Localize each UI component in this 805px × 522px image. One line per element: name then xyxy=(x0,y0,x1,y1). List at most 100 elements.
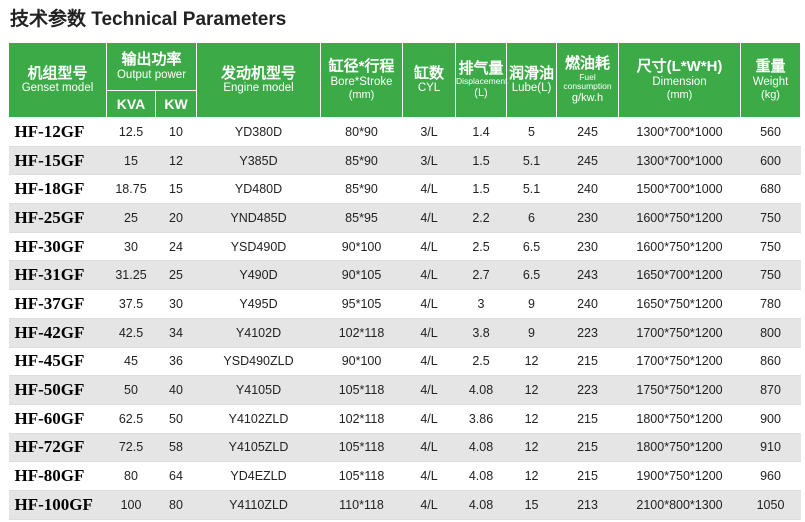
table-cell: 15 xyxy=(155,174,197,205)
table-cell: 4/L xyxy=(402,433,456,463)
table-cell: 85*95 xyxy=(320,203,403,233)
table-cell: 30 xyxy=(106,232,156,262)
table-cell: 1300*700*1000 xyxy=(618,146,741,176)
genset-model: HF-80GF xyxy=(8,461,107,491)
table-cell: 3.86 xyxy=(455,404,507,434)
header-zh: 输出功率 xyxy=(121,51,182,69)
table-cell: 560 xyxy=(740,117,801,147)
table-cell: 5.1 xyxy=(506,146,557,176)
table-cell: 24 xyxy=(155,232,197,262)
table-row: HF-60GF 62.5 50 Y4102ZLD 102*118 4/L 3.86 12 215… xyxy=(8,404,801,434)
table-cell: 25 xyxy=(155,260,197,291)
table-cell: 4/L xyxy=(402,203,456,233)
table-cell: 4/L xyxy=(402,318,456,348)
table-cell: 230 xyxy=(556,203,619,233)
header-zh: 排气量 xyxy=(458,60,504,78)
header-zh: 润滑油 xyxy=(509,64,555,82)
table-row: HF-80GF 80 64 YD4EZLD 105*118 4/L 4.08 12 215 190… xyxy=(8,461,801,491)
table-cell: 750 xyxy=(740,260,801,291)
table-cell: 15 xyxy=(506,490,557,520)
sub-header: KW xyxy=(154,90,198,118)
genset-model: HF-42GF xyxy=(8,318,107,348)
header-zh: 发动机型号 xyxy=(221,64,297,82)
table-cell: 95*105 xyxy=(320,289,403,319)
table-cell: 960 xyxy=(740,461,801,491)
table-cell: 2.7 xyxy=(455,260,507,291)
genset-model: HF-100GF xyxy=(8,490,107,520)
table-cell: 870 xyxy=(740,375,801,405)
table-row: HF-50GF 50 40 Y4105D 105*118 4/L 4.08 12 223 1750… xyxy=(8,375,801,405)
genset-model: HF-30GF xyxy=(8,232,107,262)
table-cell: 31.25 xyxy=(106,260,156,291)
genset-model: HF-31GF xyxy=(8,260,107,291)
header-en: Genset model xyxy=(21,82,94,95)
table-cell: 5 xyxy=(506,117,557,147)
table-cell: 213 xyxy=(556,490,619,520)
header-unit: (L) xyxy=(474,87,488,100)
table-cell: 58 xyxy=(155,433,197,463)
header-unit: (kg) xyxy=(761,88,780,101)
table-cell: 680 xyxy=(740,174,801,205)
genset-model: HF-45GF xyxy=(8,347,107,377)
table-cell: 80*90 xyxy=(320,117,403,147)
table-cell: 1.5 xyxy=(455,146,507,176)
table-cell: 245 xyxy=(556,146,619,176)
table-cell: 900 xyxy=(740,404,801,434)
table-cell: 223 xyxy=(556,318,619,348)
table-cell: Y385D xyxy=(196,146,321,176)
column-header: 排气量 Displacement (L) xyxy=(455,42,508,118)
table-cell: 2100*800*1300 xyxy=(618,490,741,520)
table-cell: 4/L xyxy=(402,260,456,291)
table-cell: 215 xyxy=(556,347,619,377)
table-cell: 780 xyxy=(740,289,801,319)
table-cell: 4/L xyxy=(402,289,456,319)
table-cell: 4.08 xyxy=(455,490,507,520)
table-cell: 750 xyxy=(740,203,801,233)
table-cell: 37.5 xyxy=(106,289,156,319)
table-row: HF-25GF 25 20 YND485D 85*95 4/L 2.2 6 230 1600*75… xyxy=(8,203,801,233)
table-row: HF-45GF 45 36 YSD490ZLD 90*100 4/L 2.5 12 215 170… xyxy=(8,347,801,377)
table-cell: 36 xyxy=(155,347,197,377)
page-title: 技术参数 Technical Parameters xyxy=(10,9,287,30)
table-cell: 600 xyxy=(740,146,801,176)
table-cell: 910 xyxy=(740,433,801,463)
table-cell: Y495D xyxy=(196,289,321,319)
table-cell: 40 xyxy=(155,375,197,405)
genset-model: HF-37GF xyxy=(8,289,107,319)
header-en: Lube(L) xyxy=(511,82,552,95)
table-cell: 80 xyxy=(155,490,197,520)
header-zh: 缸径*行程 xyxy=(328,58,395,76)
table-cell: 12 xyxy=(155,146,197,176)
table-cell: Y4102D xyxy=(196,318,321,348)
table-cell: YD380D xyxy=(196,117,321,147)
table-cell: YSD490D xyxy=(196,232,321,262)
table-cell: Y4102ZLD xyxy=(196,404,321,434)
table-cell: 4/L xyxy=(402,461,456,491)
header-row: 机组型号 Genset model 输出功率 Output power 发动机型号 Eng… xyxy=(8,42,802,118)
table-cell: 1700*750*1200 xyxy=(618,318,741,348)
table-cell: 1600*750*1200 xyxy=(618,203,741,233)
column-header: 输出功率 Output power xyxy=(105,42,198,91)
table-cell: 1500*700*1000 xyxy=(618,174,741,205)
table-cell: 223 xyxy=(556,375,619,405)
table-row: HF-30GF 30 24 YSD490D 90*100 4/L 2.5 6.5 230 1600… xyxy=(8,232,801,262)
column-header: 燃油耗 Fuel consumption g/kw.h xyxy=(556,42,620,118)
genset-model: HF-50GF xyxy=(8,375,107,405)
table-cell: 1700*750*1200 xyxy=(618,347,741,377)
table-cell: 105*118 xyxy=(320,375,403,405)
table-cell: 15 xyxy=(106,146,156,176)
column-header: 尺寸(L*W*H) Dimension (mm) xyxy=(618,42,742,118)
table-cell: 100 xyxy=(106,490,156,520)
table-cell: 240 xyxy=(556,174,619,205)
genset-model: HF-60GF xyxy=(8,404,107,434)
header-unit: g/kw.h xyxy=(571,92,604,105)
table-cell: 6.5 xyxy=(506,232,557,262)
table-cell: 215 xyxy=(556,433,619,463)
column-header: 重量 Weight (kg) xyxy=(740,42,802,118)
header-subrow: KVA KW xyxy=(9,90,801,118)
column-header: 缸径*行程 Bore*Stroke (mm) xyxy=(320,42,404,118)
column-header: 缸数 CYL xyxy=(402,42,457,118)
table-cell: 12 xyxy=(506,347,557,377)
table-cell: 64 xyxy=(155,461,197,491)
header-en: Displacement xyxy=(456,76,508,87)
